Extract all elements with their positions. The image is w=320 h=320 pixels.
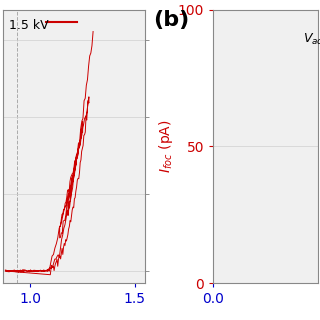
Text: 1.5 kV: 1.5 kV [9,19,49,32]
Text: (b): (b) [153,10,189,30]
Text: $V_{acc}$: $V_{acc}$ [303,31,320,47]
Y-axis label: $I_{foc}$ (pA): $I_{foc}$ (pA) [157,120,175,173]
